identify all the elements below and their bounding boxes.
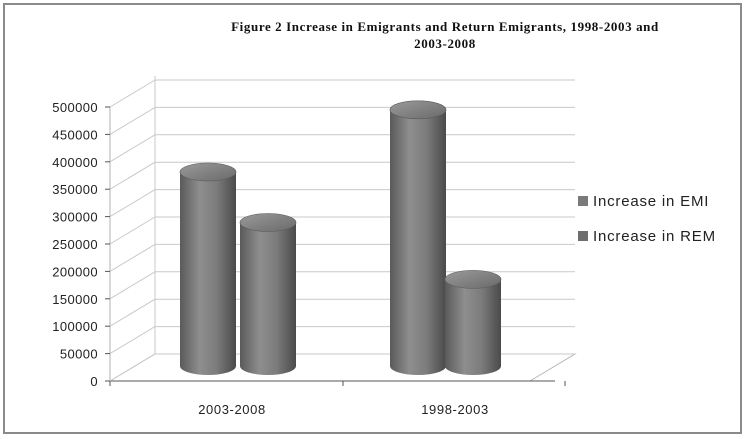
- bar: [239, 213, 297, 375]
- bar-top: [179, 162, 237, 182]
- y-tick-label: 400000: [52, 155, 98, 170]
- axis-labels: 0 50000 100000 150000 200000 250000 300000 3500…: [52, 100, 489, 417]
- y-tick-label: 100000: [52, 319, 98, 334]
- legend-swatch: [578, 231, 588, 241]
- gridline-diagonal: [109, 353, 156, 382]
- legend-swatch: [578, 196, 588, 206]
- bar-top: [389, 100, 447, 120]
- y-tick-label: 450000: [52, 127, 98, 142]
- gridline-diagonal: [109, 216, 156, 245]
- legend: Increase in EMI Increase in REM: [578, 193, 716, 245]
- gridline-diagonal: [109, 189, 156, 218]
- gridline-diagonal: [109, 298, 156, 327]
- plot-area: [105, 76, 577, 386]
- bar-body: [445, 279, 501, 375]
- gridline-diagonal: [109, 106, 156, 135]
- chart-title-line-1: Figure 2 Increase in Emigrants and Retur…: [231, 19, 659, 34]
- gridline-diagonal: [109, 326, 156, 355]
- legend-label: Increase in REM: [593, 228, 716, 245]
- x-tick-label: 2003-2008: [198, 402, 266, 417]
- x-tick-label: 1998-2003: [421, 402, 489, 417]
- y-tick-label: 500000: [52, 100, 98, 115]
- bars: [179, 100, 502, 376]
- bar-top: [239, 213, 297, 232]
- bar-top: [444, 270, 502, 289]
- legend-label: Increase in EMI: [593, 193, 709, 210]
- gridline-diagonal: [109, 134, 156, 163]
- y-tick-label: 300000: [52, 210, 98, 225]
- gridline-diagonal: [109, 271, 156, 300]
- gridline-diagonal: [109, 79, 156, 108]
- bar-body: [180, 172, 236, 375]
- chart-frame: [3, 3, 742, 434]
- bar: [179, 162, 237, 375]
- bar: [389, 100, 447, 376]
- chart-title-line-2: 2003-2008: [414, 36, 476, 51]
- y-tick-label: 50000: [60, 347, 98, 362]
- chart-title: Figure 2 Increase in Emigrants and Retur…: [150, 18, 740, 52]
- y-tick-label: 0: [90, 374, 98, 389]
- y-tick-label: 350000: [52, 182, 98, 197]
- bar: [444, 270, 502, 375]
- y-tick-label: 150000: [52, 292, 98, 307]
- y-tick-label: 200000: [52, 264, 98, 279]
- bar-body: [240, 222, 296, 375]
- bar-body: [390, 109, 446, 376]
- gridline-diagonal: [109, 161, 156, 190]
- y-tick-label: 250000: [52, 237, 98, 252]
- floor-outline: [109, 353, 577, 382]
- gridline-diagonal: [109, 243, 156, 272]
